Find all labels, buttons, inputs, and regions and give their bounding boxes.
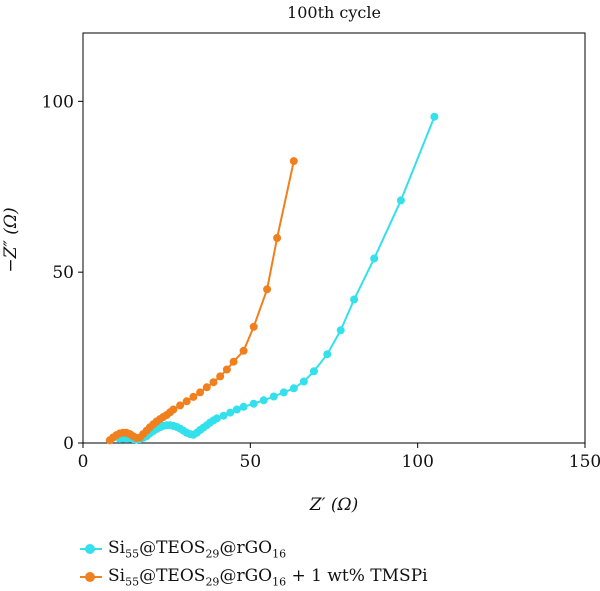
data-point xyxy=(229,357,238,366)
data-point xyxy=(299,377,308,386)
plot-area-frame xyxy=(82,32,586,444)
data-point xyxy=(323,350,332,359)
x-tick-label: 0 xyxy=(78,452,89,472)
data-point xyxy=(239,346,248,355)
data-point xyxy=(219,411,228,420)
y-tick-label: 50 xyxy=(52,263,74,283)
data-point xyxy=(309,367,318,376)
data-point xyxy=(216,372,225,381)
x-tick-label: 100 xyxy=(401,452,433,472)
y-axis-ticks: 0 50 100 xyxy=(42,92,83,454)
legend-marker-series-2 xyxy=(80,570,102,584)
data-point xyxy=(226,408,235,417)
data-point xyxy=(370,254,379,263)
data-point xyxy=(189,392,198,401)
data-point xyxy=(263,285,272,294)
data-point xyxy=(212,414,221,423)
x-tick-label: 150 xyxy=(569,452,600,472)
x-tick-label: 50 xyxy=(240,452,262,472)
data-point xyxy=(239,402,248,411)
data-point xyxy=(430,112,439,121)
data-point xyxy=(273,234,282,242)
data-point xyxy=(176,401,185,410)
data-point xyxy=(269,392,278,401)
data-point xyxy=(182,397,191,406)
legend-item-series-1: Si55@TEOS29@rGO16 xyxy=(80,535,428,563)
data-point xyxy=(259,396,268,405)
legend-label-series-2: Si55@TEOS29@rGO16 + 1 wt% TMSPi xyxy=(108,565,428,589)
series-layer xyxy=(105,112,439,445)
data-point xyxy=(249,399,258,408)
data-point xyxy=(232,405,241,414)
data-point xyxy=(249,322,258,331)
data-point xyxy=(396,196,405,205)
data-point xyxy=(279,388,288,397)
y-axis-title: −Z″ (Ω) xyxy=(1,207,21,272)
data-point xyxy=(289,384,298,393)
data-point xyxy=(196,388,205,397)
legend-item-series-2: Si55@TEOS29@rGO16 + 1 wt% TMSPi xyxy=(80,563,428,591)
data-point xyxy=(209,378,218,387)
legend: Si55@TEOS29@rGO16 Si55@TEOS29@rGO16 + 1 … xyxy=(80,535,428,591)
data-point xyxy=(169,405,178,414)
chart-title: 100th cycle xyxy=(287,3,381,22)
legend-marker-series-1 xyxy=(80,542,102,556)
data-point xyxy=(202,383,211,392)
data-point xyxy=(289,157,298,166)
eis-chart: 100th cycle 0 50 100 150 0 50 100 Z′ (Ω) −Z″ … xyxy=(1,3,600,515)
legend-label-series-1: Si55@TEOS29@rGO16 xyxy=(108,537,287,561)
data-point xyxy=(336,326,345,335)
x-axis-title: Z′ (Ω) xyxy=(309,495,358,515)
data-point xyxy=(222,365,231,374)
x-axis-ticks: 0 50 100 150 xyxy=(78,443,600,472)
series-line-1 xyxy=(119,116,436,441)
data-point xyxy=(350,295,359,304)
y-tick-label: 100 xyxy=(42,92,74,112)
y-tick-label: 0 xyxy=(63,434,74,454)
